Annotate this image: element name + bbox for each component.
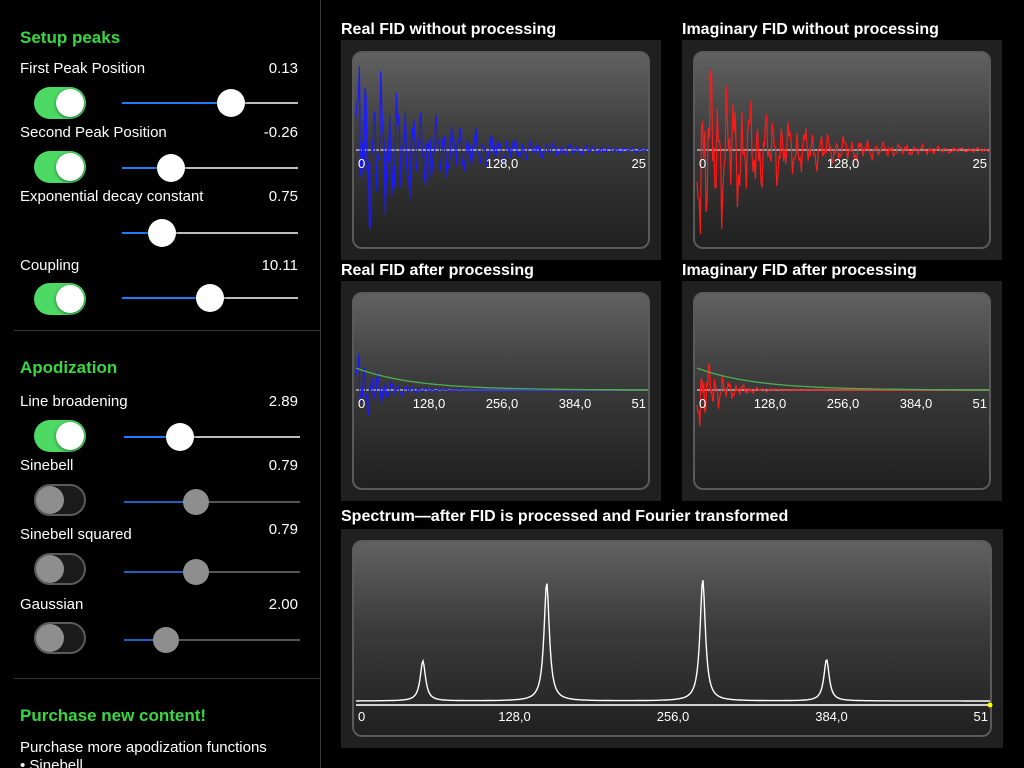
toggle-knob <box>36 624 64 652</box>
decay-constant-label: Exponential decay constant <box>20 188 204 205</box>
spectrum-plot: 0 128,0 256,0 384,0 51 <box>356 580 993 724</box>
first-peak-toggle[interactable] <box>34 87 86 119</box>
x-tick-label: 128,0 <box>827 156 860 171</box>
x-tick-label: 51 <box>632 396 646 411</box>
x-tick-label: 256,0 <box>827 396 860 411</box>
end-marker <box>987 702 993 708</box>
imag-fid-raw-plot: 0 128,0 25 <box>696 70 990 234</box>
x-tick-label: 0 <box>699 396 706 411</box>
x-tick-label: 0 <box>358 156 365 171</box>
sinebell-squared-value: 0.79 <box>268 521 298 538</box>
second-peak-value: -0.26 <box>263 124 298 141</box>
real-fid-proc-chart: 0 128,0 256,0 384,0 51 <box>341 281 661 501</box>
x-tick-label: 128,0 <box>498 709 531 724</box>
fid-trace <box>696 70 990 234</box>
gaussian-slider[interactable] <box>124 627 300 653</box>
purchase-item-sinebell: • Sinebell <box>20 757 83 768</box>
imag-fid-proc-title: Imaginary FID after processing <box>682 262 917 279</box>
x-tick-label: 384,0 <box>900 396 933 411</box>
real-fid-raw-title: Real FID without processing <box>341 21 557 38</box>
toggle-knob <box>36 555 64 583</box>
decay-constant-slider[interactable] <box>122 219 298 247</box>
imag-fid-raw-chart: 0 128,0 25 <box>682 40 1002 260</box>
spectrum-title: Spectrum—after FID is processed and Four… <box>341 508 789 525</box>
second-peak-label: Second Peak Position <box>20 124 167 141</box>
x-tick-label: 256,0 <box>486 396 519 411</box>
spectrum-chart: 0 128,0 256,0 384,0 51 <box>341 529 1003 748</box>
first-peak-value: 0.13 <box>268 60 298 77</box>
slider-thumb[interactable] <box>148 219 177 247</box>
x-tick-label: 51 <box>974 709 988 724</box>
toggle-knob <box>56 285 84 313</box>
sinebell-slider[interactable] <box>124 489 300 515</box>
slider-thumb[interactable] <box>166 423 195 451</box>
line-broadening-label: Line broadening <box>20 393 128 410</box>
coupling-value: 10.11 <box>261 257 298 274</box>
x-tick-label: 25 <box>973 156 987 171</box>
apodization-envelope <box>355 367 649 391</box>
sinebell-squared-slider[interactable] <box>124 559 300 585</box>
slider-thumb[interactable] <box>157 154 186 182</box>
spectrum-trace <box>356 580 990 702</box>
slider-thumb[interactable] <box>183 559 210 585</box>
first-peak-label: First Peak Position <box>20 60 146 77</box>
x-tick-label: 51 <box>973 396 987 411</box>
second-peak-toggle[interactable] <box>34 151 86 183</box>
imag-fid-raw-title: Imaginary FID without processing <box>682 21 939 38</box>
sinebell-toggle[interactable] <box>34 484 86 516</box>
coupling-label: Coupling <box>20 257 80 274</box>
coupling-toggle[interactable] <box>34 283 86 315</box>
x-tick-label: 128,0 <box>413 396 446 411</box>
imag-fid-proc-plot: 0 128,0 256,0 384,0 51 <box>696 363 990 427</box>
x-tick-label: 256,0 <box>657 709 690 724</box>
x-tick-label: 0 <box>699 156 706 171</box>
sinebell-squared-label: Sinebell squared <box>20 526 132 543</box>
purchase-description: Purchase more apodization functions <box>20 739 267 756</box>
purchase-heading[interactable]: Purchase new content! <box>20 706 207 725</box>
first-peak-slider[interactable] <box>122 89 298 117</box>
section-divider <box>14 330 320 331</box>
x-tick-label: 384,0 <box>559 396 592 411</box>
slider-thumb[interactable] <box>217 89 246 117</box>
coupling-slider[interactable] <box>122 284 298 312</box>
decay-constant-value: 0.75 <box>268 188 298 205</box>
slider-thumb[interactable] <box>183 489 210 515</box>
toggle-knob <box>56 89 84 117</box>
line-broadening-slider[interactable] <box>124 423 300 451</box>
apodization-envelope <box>696 367 990 391</box>
x-tick-label: 128,0 <box>754 396 787 411</box>
toggle-knob <box>56 422 84 450</box>
gaussian-toggle[interactable] <box>34 622 86 654</box>
real-fid-proc-title: Real FID after processing <box>341 262 534 279</box>
sinebell-squared-toggle[interactable] <box>34 553 86 585</box>
sinebell-value: 0.79 <box>268 457 298 474</box>
gaussian-label: Gaussian <box>20 596 84 613</box>
line-broadening-toggle[interactable] <box>34 420 86 452</box>
x-tick-label: 0 <box>358 709 365 724</box>
imag-fid-proc-chart: 0 128,0 256,0 384,0 51 <box>682 281 1002 501</box>
x-tick-label: 0 <box>358 396 365 411</box>
real-fid-proc-plot: 0 128,0 256,0 384,0 51 <box>355 353 649 417</box>
gaussian-value: 2.00 <box>268 596 298 613</box>
setup-peaks-heading: Setup peaks <box>20 28 121 47</box>
real-fid-raw-chart: 0 128,0 25 <box>341 40 661 260</box>
slider-thumb[interactable] <box>153 627 180 653</box>
apodization-heading: Apodization <box>20 358 118 377</box>
x-tick-label: 25 <box>632 156 646 171</box>
settings-sidebar: Setup peaks First Peak Position 0.13 Sec… <box>0 0 321 768</box>
x-tick-label: 128,0 <box>486 156 519 171</box>
toggle-knob <box>36 486 64 514</box>
slider-thumb[interactable] <box>196 284 224 312</box>
line-broadening-value: 2.89 <box>268 393 298 410</box>
x-tick-label: 384,0 <box>815 709 848 724</box>
section-divider <box>14 678 320 679</box>
second-peak-slider[interactable] <box>122 154 298 182</box>
sinebell-label: Sinebell <box>20 457 74 474</box>
fid-trace <box>355 66 649 230</box>
real-fid-raw-plot: 0 128,0 25 <box>355 66 649 230</box>
toggle-knob <box>56 153 84 181</box>
